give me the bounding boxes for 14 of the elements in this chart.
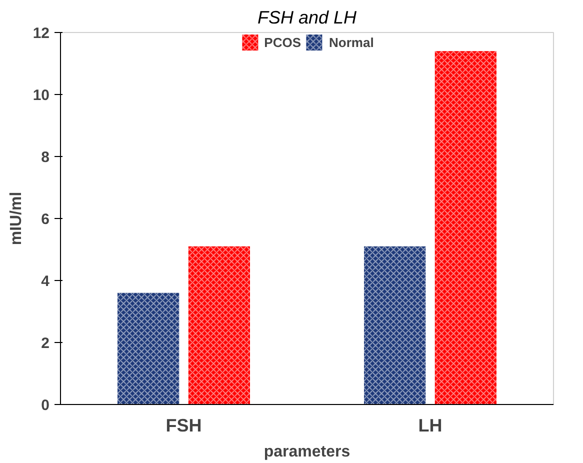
legend-label: PCOS: [264, 34, 302, 50]
y-tick-label: 12: [32, 25, 50, 42]
y-tick-label: 10: [32, 87, 50, 104]
x-tick-label: LH: [418, 416, 442, 436]
legend-label: Normal: [329, 34, 374, 50]
y-tick-label: 0: [41, 397, 50, 414]
chart-title: FSH and LH: [257, 8, 358, 28]
y-tick-label: 8: [41, 149, 50, 166]
y-tick-label: 6: [41, 211, 50, 228]
x-axis-title: parameters: [264, 444, 350, 460]
x-tick-label: FSH: [166, 416, 202, 436]
y-tick-label: 2: [41, 335, 50, 352]
y-axis-title: mIU/ml: [8, 192, 25, 246]
y-tick-label: 4: [41, 273, 50, 290]
